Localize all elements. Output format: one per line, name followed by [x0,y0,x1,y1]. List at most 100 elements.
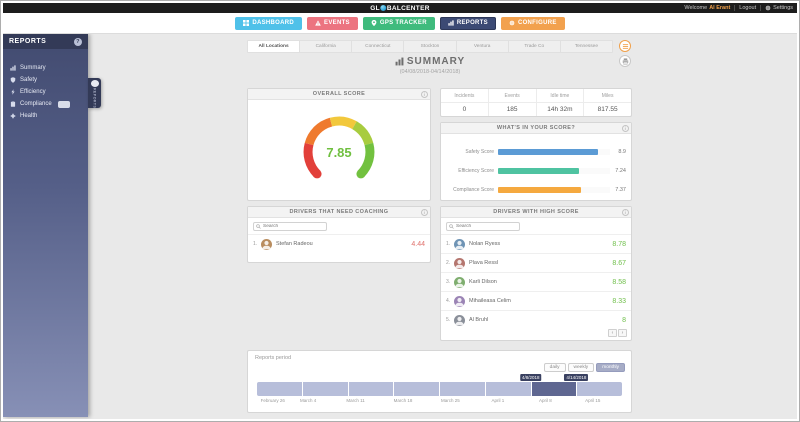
slider-segment[interactable] [440,382,485,396]
sidebar-item-summary[interactable]: Summary [3,62,88,74]
help-icon[interactable] [74,37,82,46]
search-input[interactable] [456,224,517,229]
info-icon[interactable] [622,125,629,132]
location-pin-icon [371,20,377,26]
driver-rank: 4. [446,298,451,304]
sidebar-item-safety[interactable]: Safety [3,74,88,86]
nav-dashboard-button[interactable]: DASHBOARD [235,16,303,30]
gear-icon [765,5,771,11]
tab-location-6[interactable]: Tennessee [574,44,599,49]
avatar [454,276,465,288]
prev-page-button[interactable]: ‹ [608,329,617,337]
card-header: WHAT'S IN YOUR SCORE? [441,123,631,134]
avatar [454,238,465,250]
info-icon[interactable] [622,209,629,216]
tab-location-2[interactable]: Connecticut [352,41,405,52]
nav-gps-tracker-label: GPS TRACKER [379,20,427,26]
bar-value: 8.9 [618,148,626,155]
monthly-button[interactable]: monthly [596,363,625,372]
main-nav: DASHBOARD EVENTS GPS TRACKER REPORTS CON… [3,13,797,34]
tab-location-1[interactable]: California [300,41,353,52]
driver-name: Stefan Radeou [276,241,313,247]
driver-score: 8.67 [612,259,626,267]
content-area: REPORTS Summary Safety Efficiency [3,34,797,419]
timeline-label: April 15 [585,398,601,403]
sidebar-item-health[interactable]: Health [3,110,88,122]
tab-menu-button[interactable] [619,40,631,52]
timeline-label: March 25 [441,398,460,403]
safety-bar [498,148,598,155]
driver-row[interactable]: 4. Mihaileasa Celim 8.33 [441,291,631,310]
coaching-drivers-card: DRIVERS THAT NEED COACHING 1. Stefan Rad… [247,206,431,263]
slider-segment[interactable] [257,382,302,396]
driver-rank: 5. [446,317,451,323]
card-header: DRIVERS THAT NEED COACHING [248,207,430,218]
sidebar-header: REPORTS [3,34,88,49]
reports-period-label: Reports period [255,355,292,361]
tab-location-5[interactable]: Trade Co [509,41,561,52]
driver-name: Mihaileasa Celim [469,298,511,304]
slider-segment[interactable] [394,382,439,396]
settings-label: Settings [773,5,793,11]
logout-link[interactable]: Logout [739,5,757,11]
stat-label: Incidents [441,89,489,102]
tab-location-3[interactable]: Stockton [404,41,457,52]
driver-row[interactable]: 1. Nolan Ryess 8.78 [441,234,631,253]
stat-label: Events [489,89,537,102]
nav-reports-label: REPORTS [456,20,488,26]
stats-values-row: 0 185 14h 32m 817.55 [441,103,631,116]
daily-button[interactable]: daily [543,363,566,372]
driver-row[interactable]: 5. Al Bruhl 8 [441,310,631,329]
bar-label: Compliance Score [453,186,494,193]
print-button[interactable] [619,55,631,67]
reports-flyout-handle[interactable]: REPORTS [88,78,101,108]
tab-location-4[interactable]: Ventura [457,41,509,52]
driver-score: 8.78 [612,240,626,248]
bolt-icon [11,89,15,95]
slider-segment[interactable] [485,382,531,396]
nav-reports-button[interactable]: REPORTS [439,16,496,30]
search-icon [449,224,454,229]
score-bars: Safety Score 8.9 Efficiency Score 7.24 C… [441,134,631,199]
driver-row[interactable]: 2. Plava Ressl 8.67 [441,253,631,272]
sidebar-item-label: Compliance [20,101,52,107]
bar-label: Safety Score [465,148,494,155]
nav-gps-tracker-button[interactable]: GPS TRACKER [362,16,435,30]
avatar [454,295,465,307]
slider-segment[interactable] [302,382,348,396]
driver-row[interactable]: 1. Stefan Radeou 4.44 [248,234,430,253]
nav-configure-button[interactable]: CONFIGURE [500,16,565,30]
avatar [454,314,465,326]
next-page-button[interactable]: › [618,329,627,337]
overall-score-card: OVERALL SCORE 7.85 [247,88,431,201]
driver-row[interactable]: 3. Karli Dilson 8.58 [441,272,631,291]
score-gauge: 7.85 [294,108,384,186]
timeline-label: February 26 [260,398,285,403]
divider [734,5,736,11]
high-score-drivers-card: DRIVERS WITH HIGH SCORE 1. Nolan Ryess 8… [440,206,632,341]
info-icon[interactable] [421,209,428,216]
search-input[interactable] [263,224,324,229]
stat-label: Idle time [537,89,585,102]
weekly-button[interactable]: weekly [567,363,595,372]
slider-segment-selected[interactable] [531,382,577,396]
welcome-label: Welcome [684,5,708,11]
driver-name: Al Bruhl [469,317,489,323]
range-start-tooltip: 4/8/2018 [519,374,542,381]
slider-segment[interactable] [577,382,622,396]
info-icon[interactable] [421,91,428,98]
reports-period-card: Reports period daily weekly monthly 4/8/… [247,350,632,413]
sidebar-item-compliance[interactable]: Compliance [3,98,88,110]
slider-segment[interactable] [348,382,394,396]
period-slider[interactable] [257,382,622,396]
settings-link[interactable]: Settings [765,5,793,11]
driver-name: Plava Ressl [469,260,499,266]
search-icon [256,224,261,229]
medical-cross-icon [10,113,16,119]
timeline-label: April 8 [538,398,552,403]
nav-events-button[interactable]: EVENTS [307,16,358,30]
bar-label: Efficiency Score [458,167,494,174]
sidebar-item-efficiency[interactable]: Efficiency [3,86,88,98]
tab-all-locations[interactable]: All Locations [248,41,301,52]
bar-value: 7.37 [615,186,626,193]
